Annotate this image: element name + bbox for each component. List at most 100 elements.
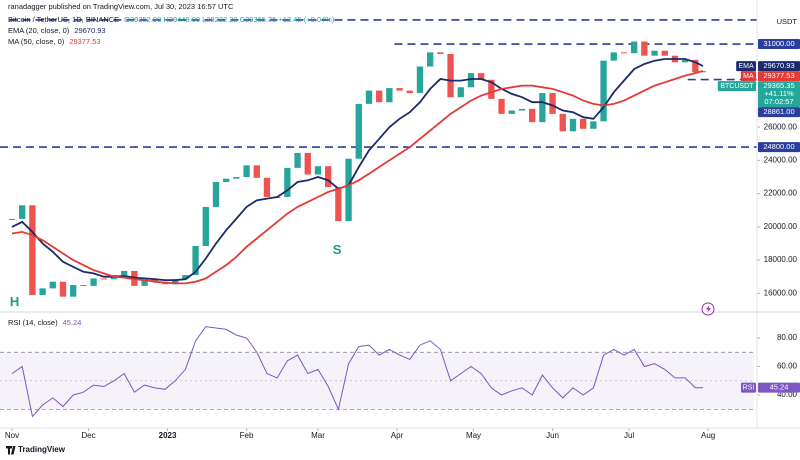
candle bbox=[651, 50, 658, 56]
y-tick-label: 24000.00 bbox=[764, 156, 798, 165]
candle bbox=[314, 166, 322, 175]
candle bbox=[263, 177, 271, 197]
candle bbox=[59, 281, 67, 297]
y-tick-label: 22000.00 bbox=[764, 189, 798, 198]
candle bbox=[345, 158, 352, 222]
candle bbox=[243, 165, 250, 178]
pattern-label: S bbox=[333, 242, 342, 257]
candle bbox=[90, 278, 97, 286]
x-tick-label: Dec bbox=[81, 431, 95, 440]
candle bbox=[681, 59, 689, 63]
currency: USDT bbox=[777, 17, 798, 26]
candle bbox=[19, 205, 26, 219]
price-label: 07:02:57 bbox=[764, 97, 793, 106]
y-tick-label: 18000.00 bbox=[764, 255, 798, 264]
price-tag: EMA bbox=[739, 63, 755, 70]
indicator-value: 29377.53 bbox=[69, 37, 100, 46]
y-tick-label: 26000.00 bbox=[764, 122, 798, 131]
candle bbox=[539, 93, 546, 123]
candle bbox=[416, 66, 424, 94]
pattern-label: H bbox=[10, 294, 19, 309]
indicator-name: EMA (20, close, 0) bbox=[8, 26, 70, 35]
candle bbox=[518, 108, 526, 111]
candle bbox=[488, 79, 495, 99]
candle bbox=[590, 121, 597, 129]
price-label-box bbox=[758, 107, 800, 118]
candle bbox=[661, 50, 668, 56]
header: ranadagger published on TradingView.com,… bbox=[8, 2, 797, 26]
price-tag: BTCUSDT bbox=[720, 83, 754, 90]
candle bbox=[233, 177, 240, 179]
rsi-tag-box bbox=[741, 382, 756, 393]
candle bbox=[600, 60, 607, 122]
candle bbox=[39, 288, 46, 296]
rsi-y-tick-label: 80.00 bbox=[777, 333, 798, 342]
price-label: 29365.35 bbox=[763, 81, 794, 90]
x-tick-label: Jul bbox=[624, 431, 634, 440]
candle bbox=[559, 113, 566, 132]
brand-logo bbox=[6, 446, 16, 455]
price-label: 31000.00 bbox=[763, 39, 794, 48]
x-tick-label: Jun bbox=[546, 431, 559, 440]
ohlc: O29352.90 H29449.00 L29232.22 C29365.35 … bbox=[124, 15, 335, 24]
candle bbox=[304, 152, 311, 175]
candle bbox=[447, 54, 454, 98]
rsi-legend: RSI (14, close) 45.24 bbox=[8, 318, 81, 327]
candle bbox=[386, 88, 393, 103]
rsi-label-box bbox=[758, 382, 800, 393]
candle bbox=[437, 52, 444, 55]
candle bbox=[355, 103, 362, 159]
candle bbox=[223, 178, 230, 183]
ma-line bbox=[11, 58, 704, 281]
candle bbox=[253, 165, 260, 178]
x-tick-label: 2023 bbox=[159, 431, 177, 440]
candle bbox=[508, 110, 515, 114]
price-label-box bbox=[758, 142, 800, 153]
rsi-y-tick-label: 60.00 bbox=[777, 362, 798, 371]
candle bbox=[692, 59, 699, 73]
candle bbox=[620, 52, 628, 54]
candle bbox=[192, 245, 199, 276]
symbol: Bitcoin / TetherUS, 1D, BINANCE bbox=[8, 15, 119, 24]
candle bbox=[49, 281, 56, 289]
price-label-box bbox=[758, 71, 800, 82]
x-tick-label: Nov bbox=[5, 431, 19, 440]
price-label-box bbox=[758, 39, 800, 50]
candle bbox=[294, 152, 301, 168]
x-tick-label: Feb bbox=[240, 431, 254, 440]
candle bbox=[396, 88, 403, 91]
rsi-tag-text: RSI bbox=[743, 384, 755, 391]
indicator-value: 29670.93 bbox=[74, 26, 105, 35]
candle bbox=[212, 182, 220, 207]
price-label-box bbox=[758, 81, 800, 108]
back-layer bbox=[0, 19, 757, 410]
candle bbox=[100, 278, 107, 280]
candle bbox=[325, 166, 332, 187]
candle bbox=[172, 279, 179, 285]
x-tick-label: Apr bbox=[391, 431, 404, 440]
rsi-name: RSI (14, close) bbox=[8, 318, 58, 327]
footer: TradingView bbox=[6, 445, 66, 455]
candle bbox=[579, 118, 587, 129]
price-tag-box bbox=[717, 81, 756, 92]
candle bbox=[202, 206, 209, 246]
indicator-legend: EMA (20, close, 0) 29670.93 bbox=[8, 26, 106, 35]
x-tick-label: Mar bbox=[311, 431, 325, 440]
price-label: 28861.00 bbox=[763, 107, 794, 116]
price-label: 29670.93 bbox=[763, 61, 794, 70]
candle bbox=[641, 41, 648, 56]
price-label: 29377.53 bbox=[763, 71, 794, 80]
rsi-line bbox=[11, 326, 704, 418]
candle bbox=[141, 280, 148, 286]
price-label: +41.11% bbox=[764, 89, 794, 98]
candle bbox=[498, 98, 505, 114]
candle bbox=[376, 90, 383, 103]
price-tag-box bbox=[740, 71, 756, 82]
candle bbox=[182, 275, 189, 280]
candle bbox=[365, 90, 373, 104]
bolt-icon bbox=[701, 302, 715, 316]
ma-line bbox=[11, 70, 704, 285]
symbol-line: Bitcoin / TetherUS, 1D, BINANCE O29352.90… bbox=[8, 15, 335, 24]
price-tag: MA bbox=[743, 73, 754, 80]
